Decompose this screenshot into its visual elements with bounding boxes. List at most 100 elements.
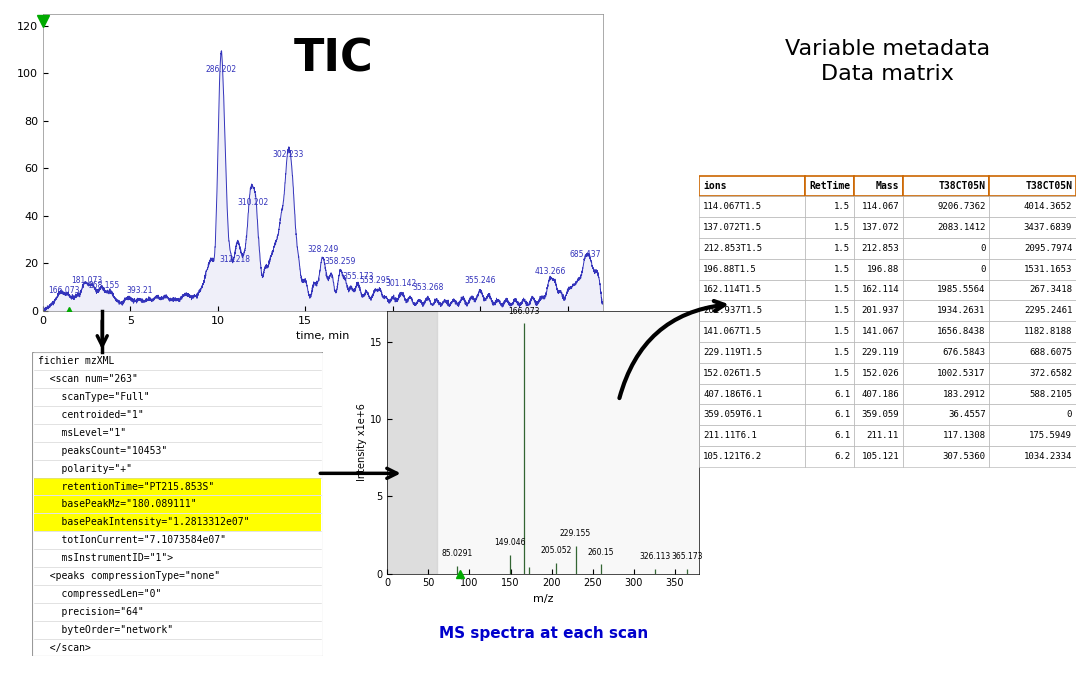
Bar — [699, 301, 805, 321]
Bar — [699, 384, 805, 404]
Text: 1934.2631: 1934.2631 — [937, 306, 986, 315]
Text: 1.5: 1.5 — [834, 348, 850, 357]
Text: 196.88: 196.88 — [867, 265, 900, 274]
Text: 0: 0 — [980, 265, 986, 274]
Bar — [903, 342, 990, 363]
Text: 1182.8188: 1182.8188 — [1024, 327, 1072, 336]
Bar — [903, 176, 990, 196]
Bar — [699, 238, 805, 258]
Text: 1531.1653: 1531.1653 — [1024, 265, 1072, 274]
Text: T38CT05N: T38CT05N — [1025, 181, 1072, 191]
Bar — [805, 425, 853, 446]
Text: <peaks compressionType="none": <peaks compressionType="none" — [38, 571, 221, 581]
Text: 137.072: 137.072 — [862, 223, 900, 232]
Text: 162.114T1.5: 162.114T1.5 — [703, 285, 762, 294]
Bar — [990, 342, 1076, 363]
Bar — [805, 404, 853, 425]
Text: 1.5: 1.5 — [834, 306, 850, 315]
Text: 407.186T6.1: 407.186T6.1 — [703, 390, 762, 399]
Bar — [805, 217, 853, 238]
Bar — [805, 238, 853, 258]
Bar — [805, 321, 853, 342]
Bar — [990, 280, 1076, 301]
Bar — [805, 258, 853, 280]
X-axis label: m/z: m/z — [533, 594, 554, 604]
Text: 588.2105: 588.2105 — [1030, 390, 1072, 399]
Text: centroided="1": centroided="1" — [38, 410, 144, 420]
Text: 676.5843: 676.5843 — [943, 348, 986, 357]
Text: 1.5: 1.5 — [834, 202, 850, 211]
Bar — [854, 446, 903, 467]
Bar — [903, 258, 990, 280]
Text: 359.059T6.1: 359.059T6.1 — [703, 410, 762, 419]
Text: 359.059: 359.059 — [862, 410, 900, 419]
Text: 365.173: 365.173 — [671, 552, 703, 561]
Text: TIC: TIC — [294, 37, 373, 81]
Bar — [903, 363, 990, 384]
Text: MS spectra at each scan: MS spectra at each scan — [439, 626, 648, 641]
Text: basePeakIntensity="1.2813312e07": basePeakIntensity="1.2813312e07" — [38, 518, 250, 527]
Bar — [805, 363, 853, 384]
Text: polarity="+": polarity="+" — [38, 464, 132, 473]
Text: 117.1308: 117.1308 — [943, 431, 986, 440]
Text: 162.114: 162.114 — [862, 285, 900, 294]
Text: 229.119T1.5: 229.119T1.5 — [703, 348, 762, 357]
Text: 326.113: 326.113 — [639, 552, 670, 561]
Text: 105.121T6.2: 105.121T6.2 — [703, 452, 762, 461]
Text: 2083.1412: 2083.1412 — [937, 223, 986, 232]
Bar — [854, 176, 903, 196]
Text: 1034.2334: 1034.2334 — [1024, 452, 1072, 461]
Text: 211.11T6.1: 211.11T6.1 — [703, 431, 756, 440]
Text: 229.155: 229.155 — [560, 529, 591, 538]
Bar — [805, 280, 853, 301]
Text: msLevel="1": msLevel="1" — [38, 428, 126, 438]
Text: 114.067: 114.067 — [862, 202, 900, 211]
Text: 286.202: 286.202 — [206, 65, 237, 74]
Bar — [699, 363, 805, 384]
Text: precision="64": precision="64" — [38, 607, 144, 617]
Text: 413.266: 413.266 — [535, 267, 566, 276]
Bar — [33, 478, 322, 495]
Bar — [990, 301, 1076, 321]
Bar — [805, 196, 853, 217]
Text: 3437.6839: 3437.6839 — [1024, 223, 1072, 232]
Text: 114.067T1.5: 114.067T1.5 — [703, 202, 762, 211]
Bar — [990, 404, 1076, 425]
Text: 6.1: 6.1 — [834, 410, 850, 419]
Text: 260.15: 260.15 — [587, 547, 614, 556]
Text: 152.026: 152.026 — [862, 369, 900, 378]
Bar — [990, 363, 1076, 384]
Bar — [854, 301, 903, 321]
Bar — [699, 321, 805, 342]
Text: 307.5360: 307.5360 — [943, 452, 986, 461]
Text: peaksCount="10453": peaksCount="10453" — [38, 446, 168, 456]
Text: 205.052: 205.052 — [540, 546, 571, 555]
Text: 355.173: 355.173 — [342, 272, 373, 281]
Text: basePeakMz="180.089111": basePeakMz="180.089111" — [38, 500, 197, 509]
Bar — [990, 196, 1076, 217]
Bar — [903, 196, 990, 217]
Text: 688.6075: 688.6075 — [1030, 348, 1072, 357]
Bar — [903, 280, 990, 301]
Text: 141.067T1.5: 141.067T1.5 — [703, 327, 762, 336]
Text: Variable metadata
Data matrix: Variable metadata Data matrix — [785, 39, 990, 84]
Text: 166.073: 166.073 — [508, 307, 539, 316]
Bar — [903, 238, 990, 258]
Bar — [854, 238, 903, 258]
Text: 553.295: 553.295 — [359, 276, 391, 285]
Text: <scan num="263": <scan num="263" — [38, 375, 138, 384]
Text: 175.5949: 175.5949 — [1030, 431, 1072, 440]
Text: 393.21: 393.21 — [126, 286, 153, 295]
Text: 183.2912: 183.2912 — [943, 390, 986, 399]
Text: 0: 0 — [1067, 410, 1072, 419]
Bar — [699, 446, 805, 467]
Text: 137.072T1.5: 137.072T1.5 — [703, 223, 762, 232]
Bar — [854, 258, 903, 280]
Text: 6.2: 6.2 — [834, 452, 850, 461]
Bar — [699, 258, 805, 280]
Text: 105.121: 105.121 — [862, 452, 900, 461]
Bar — [699, 404, 805, 425]
Text: 201.937: 201.937 — [862, 306, 900, 315]
Text: fichier mzXML: fichier mzXML — [38, 357, 114, 366]
Bar — [699, 196, 805, 217]
